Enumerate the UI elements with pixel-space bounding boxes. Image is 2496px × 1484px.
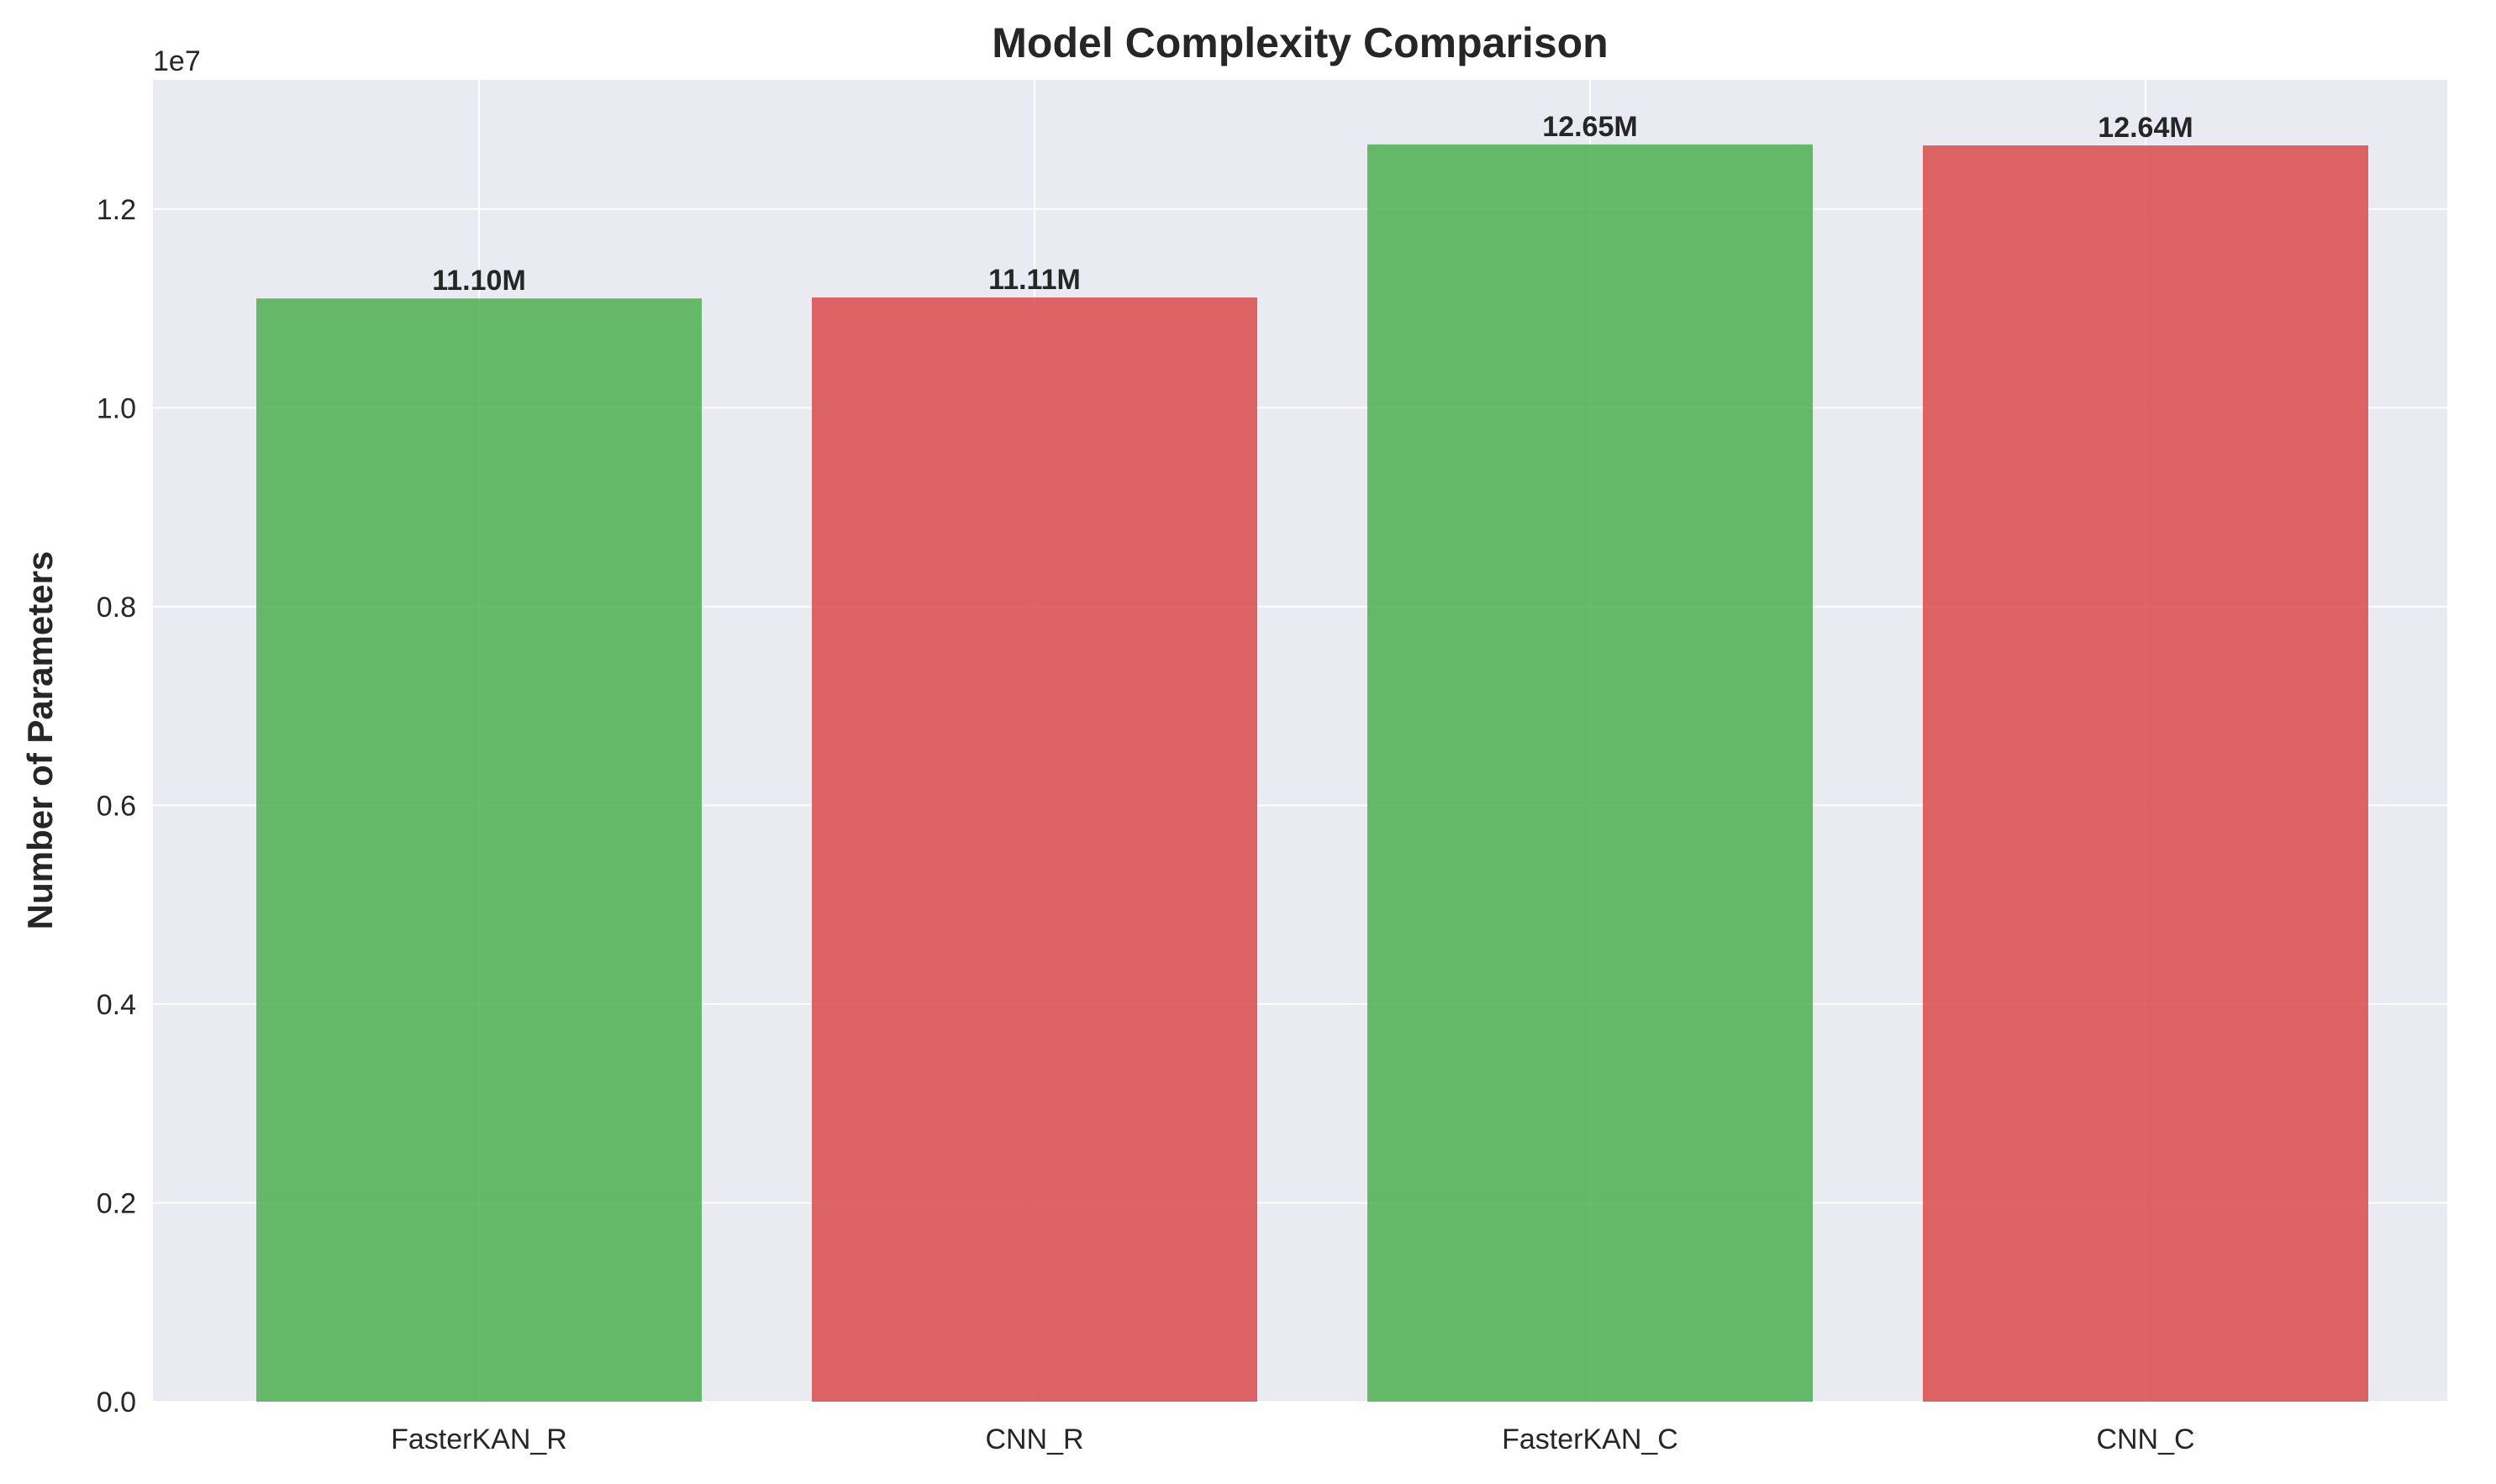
- y-axis-offset-label: 1e7: [153, 45, 201, 77]
- y-tick-label: 0.8: [97, 592, 136, 624]
- x-tick-label: FasterKAN_C: [1502, 1423, 1678, 1455]
- y-tick-label: 0.6: [97, 790, 136, 822]
- bar-cnn-c: [1923, 145, 2368, 1402]
- y-tick-label: 0.4: [97, 989, 136, 1021]
- data-labels: 11.10M 11.11M 12.65M 12.64M: [432, 111, 2193, 297]
- y-axis-label: Number of Parameters: [20, 551, 60, 930]
- x-tick-label: CNN_C: [2096, 1423, 2194, 1455]
- y-tick-label: 0.0: [97, 1387, 136, 1418]
- data-label: 11.10M: [432, 265, 526, 297]
- chart-title: Model Complexity Comparison: [992, 19, 1608, 66]
- data-label: 12.65M: [1542, 111, 1637, 143]
- data-label: 11.11M: [988, 264, 1081, 296]
- bar-fasterkan-c: [1367, 144, 1813, 1402]
- y-axis-ticks: 0.0 0.2 0.4 0.6 0.8 1.0 1.2: [97, 194, 136, 1418]
- x-tick-label: FasterKAN_R: [391, 1423, 567, 1455]
- y-tick-label: 1.2: [97, 194, 136, 226]
- bars: [256, 144, 2368, 1402]
- bar-fasterkan-r: [256, 298, 702, 1402]
- x-tick-label: CNN_R: [985, 1423, 1083, 1455]
- x-axis-ticks: FasterKAN_R CNN_R FasterKAN_C CNN_C: [391, 1423, 2194, 1455]
- y-tick-label: 1.0: [97, 392, 136, 424]
- data-label: 12.64M: [2098, 112, 2193, 144]
- bar-cnn-r: [812, 297, 1257, 1402]
- y-tick-label: 0.2: [97, 1187, 136, 1219]
